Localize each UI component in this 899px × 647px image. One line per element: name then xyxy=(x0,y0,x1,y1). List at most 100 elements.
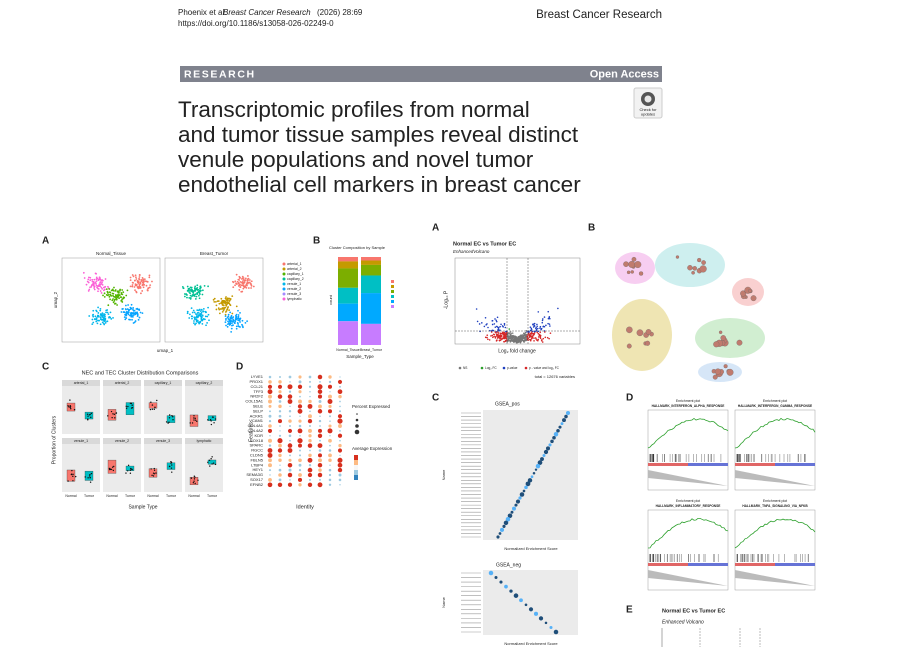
umap-point xyxy=(103,292,106,295)
volcano-point xyxy=(509,336,512,339)
check-updates-badge[interactable]: Check for updates xyxy=(633,87,663,119)
legend-label: p - value and log₂ FC xyxy=(529,366,560,370)
umap-point xyxy=(204,315,207,318)
umap-point xyxy=(133,321,136,324)
gsea-dot xyxy=(525,481,531,487)
umap-point xyxy=(97,279,100,282)
legend-swatch xyxy=(391,285,394,288)
x-tick-label: Tumor xyxy=(84,494,95,498)
dot xyxy=(269,410,271,413)
dot xyxy=(287,482,293,487)
dot xyxy=(298,399,302,404)
jitter-point xyxy=(71,469,73,472)
panel-label: D xyxy=(626,393,633,404)
volcano-point xyxy=(487,338,489,341)
gsea-dot xyxy=(518,496,522,500)
dot xyxy=(307,457,313,463)
jitter-point xyxy=(72,473,74,476)
volcano-point xyxy=(479,330,481,333)
axis-title: Sample_Type xyxy=(346,354,374,359)
dotplot-panel xyxy=(483,570,578,635)
umap-point xyxy=(237,314,240,316)
legend-title: Average Expression xyxy=(352,446,393,451)
volcano-point xyxy=(549,332,552,334)
gsea-dot xyxy=(499,580,503,584)
umap-point xyxy=(237,315,240,318)
doi[interactable]: https://doi.org/10.1186/s13058-026-02249… xyxy=(178,19,334,28)
volcano-point xyxy=(509,338,512,340)
dot xyxy=(267,482,273,488)
umap-point xyxy=(91,283,94,286)
volcano-point xyxy=(497,328,499,331)
dot xyxy=(338,443,342,448)
umap-point xyxy=(103,288,106,291)
legend-label: arterial_1 xyxy=(287,262,302,266)
jitter-point xyxy=(130,402,133,405)
umap-point xyxy=(227,302,230,304)
umap-point xyxy=(194,293,197,296)
legend-swatch xyxy=(282,277,286,281)
section-banner xyxy=(180,66,662,82)
umap-point xyxy=(141,290,144,292)
jitter-point xyxy=(86,413,89,416)
dot xyxy=(338,478,342,482)
legend-swatch xyxy=(391,290,394,293)
umap-point xyxy=(193,322,195,325)
jitter-point xyxy=(88,414,91,416)
volcano-point xyxy=(534,337,537,339)
axis-title: Proportion of Clusters xyxy=(51,415,57,464)
term-node xyxy=(645,329,652,335)
facet-label: arterial_1 xyxy=(74,381,89,385)
dot xyxy=(329,464,331,466)
umap-point xyxy=(119,296,122,299)
legend-label: NS xyxy=(463,366,467,370)
volcano-point xyxy=(549,317,551,320)
umap-point xyxy=(194,298,197,300)
umap-point xyxy=(129,276,132,279)
box xyxy=(84,470,94,481)
dot xyxy=(308,428,312,433)
dot xyxy=(327,428,333,434)
stack-segment xyxy=(361,264,381,276)
feature-label: VCAM1 xyxy=(249,418,264,423)
volcano-point xyxy=(502,337,504,340)
volcano-point xyxy=(488,339,491,341)
gsea-dot xyxy=(504,584,508,589)
umap-point xyxy=(109,298,111,301)
umap-point xyxy=(129,279,132,281)
umap-point xyxy=(229,323,232,326)
umap-point xyxy=(139,287,142,289)
gsea-dot xyxy=(544,621,548,625)
feature-label: SELE xyxy=(253,403,264,408)
volcano-point xyxy=(520,334,522,336)
umap-point xyxy=(220,302,223,305)
umap-point xyxy=(125,313,128,315)
volcano-point xyxy=(509,333,512,336)
umap-point xyxy=(239,276,241,279)
umap-point xyxy=(252,285,255,288)
umap-point xyxy=(235,305,238,308)
term-node xyxy=(723,364,728,369)
jitter-point xyxy=(89,477,91,479)
dot xyxy=(328,473,332,477)
umap-point xyxy=(95,320,98,323)
umap-point xyxy=(191,290,193,293)
umap-point xyxy=(201,318,204,321)
jitter-point xyxy=(212,416,214,418)
volcano-point xyxy=(515,337,517,340)
umap-point xyxy=(101,316,104,318)
facet-panel xyxy=(185,386,223,434)
dot xyxy=(278,434,282,437)
volcano-point xyxy=(507,334,509,336)
umap-point xyxy=(147,287,150,290)
umap-point xyxy=(196,311,199,314)
umap-point xyxy=(241,280,244,283)
jitter-point xyxy=(125,472,127,474)
dot xyxy=(279,464,281,466)
dot xyxy=(307,472,313,478)
volcano-point xyxy=(497,333,499,336)
umap-point xyxy=(106,290,109,293)
jitter-point xyxy=(189,422,191,424)
umap-point xyxy=(212,298,215,301)
umap-point xyxy=(148,286,151,289)
